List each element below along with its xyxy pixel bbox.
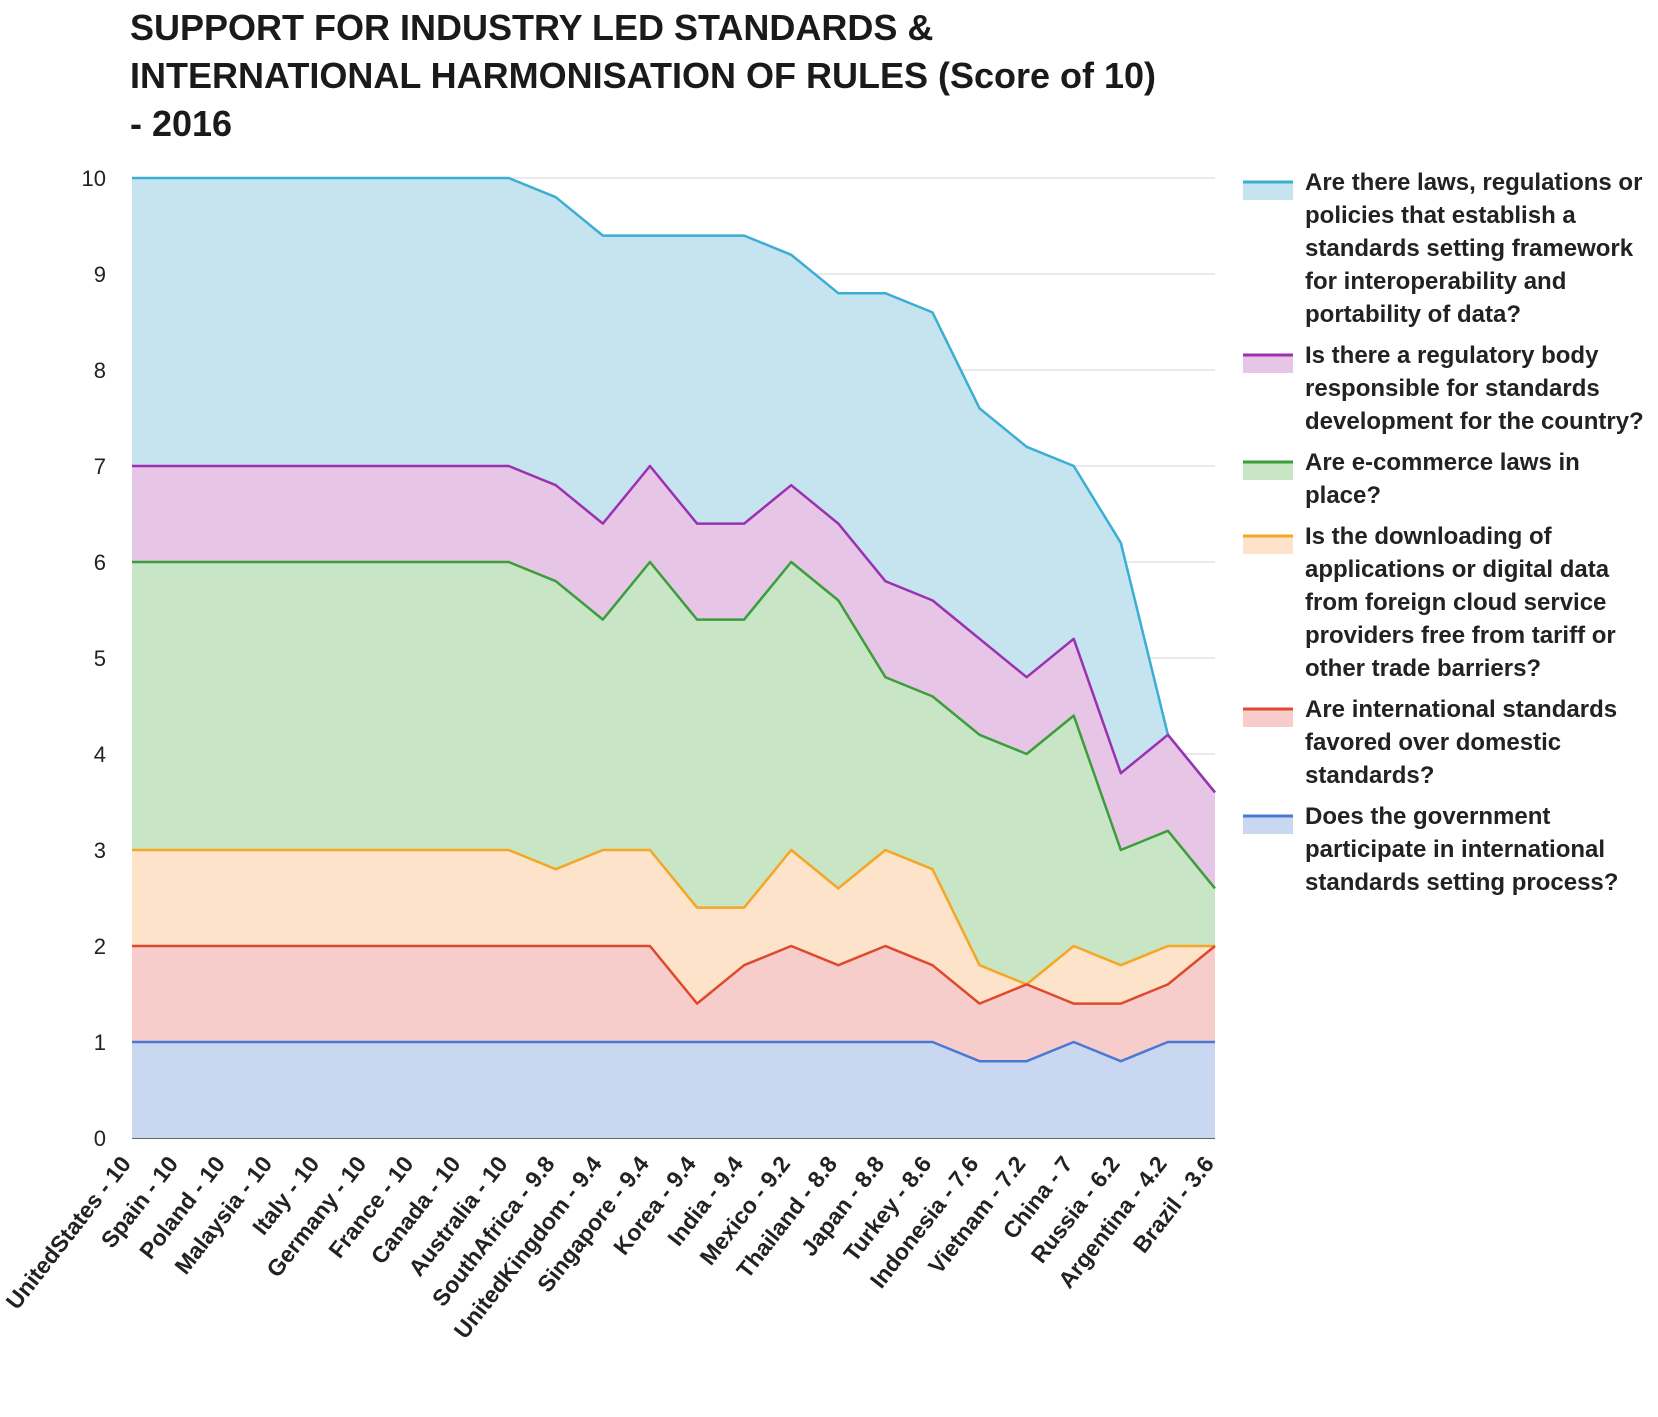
legend-swatch xyxy=(1243,816,1293,834)
legend-label: applications or digital data xyxy=(1305,556,1610,583)
y-tick-label: 10 xyxy=(82,166,106,191)
legend: Are there laws, regulations or policies t… xyxy=(1243,169,1644,896)
y-tick-label: 5 xyxy=(94,646,106,671)
legend-label: favored over domestic xyxy=(1305,729,1561,756)
y-tick-label: 7 xyxy=(94,454,106,479)
legend-label: Are e-commerce laws in xyxy=(1305,449,1580,476)
chart-title: SUPPORT FOR INDUSTRY LED STANDARDS & INT… xyxy=(130,4,1230,148)
series-line-5 xyxy=(132,944,1216,1005)
series-lines xyxy=(132,176,1216,1063)
legend-label: standards? xyxy=(1305,762,1434,789)
y-tick-label: 9 xyxy=(94,262,106,287)
series-areas xyxy=(132,178,1215,1138)
legend-label: Is the downloading of xyxy=(1305,523,1553,550)
series-line-1 xyxy=(132,176,1216,794)
legend-label: place? xyxy=(1305,482,1381,509)
y-tick-label: 0 xyxy=(94,1126,106,1151)
legend-label: for interoperability and xyxy=(1305,268,1566,295)
legend-label: responsible for standards xyxy=(1305,375,1600,402)
y-tick-label: 8 xyxy=(94,358,106,383)
legend-label: participate in international xyxy=(1305,836,1605,863)
legend-label: from foreign cloud service xyxy=(1305,589,1606,616)
legend-label: providers free from tariff or xyxy=(1305,622,1616,649)
legend-label: policies that establish a xyxy=(1305,202,1576,229)
chart-title-line: INTERNATIONAL HARMONISATION OF RULES (Sc… xyxy=(130,55,1157,96)
legend-swatch xyxy=(1243,355,1293,373)
legend-label: development for the country? xyxy=(1305,408,1644,435)
legend-swatch xyxy=(1243,536,1293,554)
y-tick-label: 6 xyxy=(94,550,106,575)
legend-swatch xyxy=(1243,709,1293,727)
series-line-4 xyxy=(132,848,1215,986)
legend-label: portability of data? xyxy=(1305,301,1521,328)
y-axis-ticks: 0 1 2 3 4 5 6 7 8 9 10 xyxy=(82,166,106,1151)
legend-label: Are there laws, regulations or xyxy=(1305,169,1642,196)
series-area-6 xyxy=(132,1042,1215,1138)
y-tick-label: 2 xyxy=(94,934,106,959)
legend-label: Are international standards xyxy=(1305,696,1617,723)
legend-label: Does the government xyxy=(1305,803,1550,830)
legend-swatch xyxy=(1243,462,1293,480)
y-tick-label: 3 xyxy=(94,838,106,863)
y-tick-label: 4 xyxy=(94,742,106,767)
legend-label: standards setting framework xyxy=(1305,235,1634,262)
y-tick-label: 1 xyxy=(94,1030,106,1055)
series-line-6 xyxy=(132,1040,1215,1063)
series-line-2 xyxy=(132,464,1216,794)
legend-label: other trade barriers? xyxy=(1305,655,1541,682)
chart-title-line: - 2016 xyxy=(130,103,233,144)
series-line-3 xyxy=(132,560,1216,890)
legend-label: standards setting process? xyxy=(1305,869,1618,896)
chart-title-line: SUPPORT FOR INDUSTRY LED STANDARDS & xyxy=(130,7,934,48)
legend-label: Is there a regulatory body xyxy=(1305,342,1599,369)
legend-swatch xyxy=(1243,182,1293,200)
